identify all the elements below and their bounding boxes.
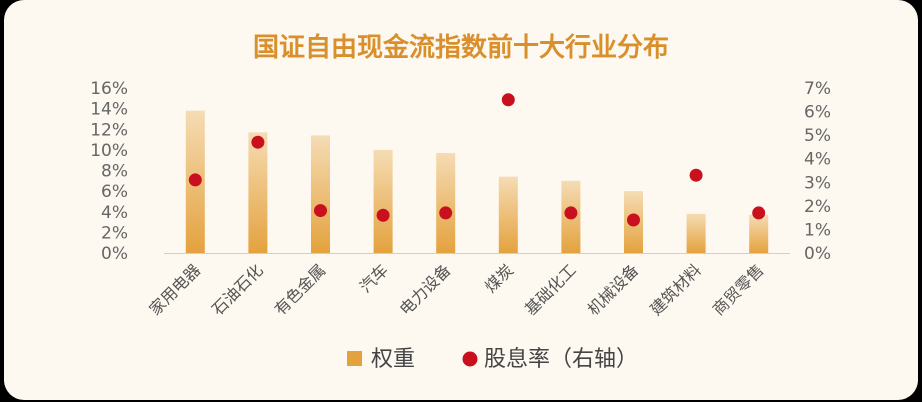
bar bbox=[686, 213, 706, 253]
dot bbox=[564, 206, 578, 220]
dot bbox=[752, 206, 766, 220]
legend-dot-swatch bbox=[462, 351, 478, 367]
dot-series bbox=[188, 93, 766, 227]
dot bbox=[376, 208, 390, 222]
left-tick-label: 0% bbox=[101, 244, 128, 264]
category-label: 建筑材料 bbox=[646, 260, 705, 319]
right-tick-label: 2% bbox=[804, 197, 831, 217]
dot bbox=[689, 168, 703, 182]
dot bbox=[314, 204, 327, 218]
chart: 国证自由现金流指数前十大行业分布 0%2%4%6%8%10%12%14%16% … bbox=[90, 32, 831, 372]
bar-series bbox=[185, 110, 769, 253]
left-tick-label: 16% bbox=[90, 79, 128, 99]
right-tick-label: 4% bbox=[804, 150, 831, 170]
left-tick-label: 4% bbox=[101, 203, 128, 223]
category-label: 机械设备 bbox=[584, 260, 643, 319]
category-label: 汽车 bbox=[356, 260, 392, 296]
left-tick-label: 2% bbox=[101, 223, 128, 243]
right-tick-label: 6% bbox=[804, 103, 831, 123]
left-tick-label: 6% bbox=[101, 182, 128, 202]
right-tick-label: 5% bbox=[804, 126, 831, 146]
bar bbox=[311, 135, 330, 253]
legend-bar-swatch bbox=[347, 351, 362, 366]
category-label: 电力设备 bbox=[396, 260, 455, 319]
dot bbox=[251, 135, 265, 149]
chart-title: 国证自由现金流指数前十大行业分布 bbox=[253, 32, 669, 63]
right-tick-label: 3% bbox=[804, 173, 831, 193]
category-labels: 家用电器 石油石化 有色金属 汽车 电力设备 煤炭 基础化工 机械设备 建筑材料 商贸零售 bbox=[145, 260, 767, 319]
left-axis: 0%2%4%6%8%10%12%14%16% bbox=[90, 79, 128, 264]
dot bbox=[439, 206, 453, 220]
bar bbox=[373, 149, 393, 253]
dot bbox=[627, 213, 640, 227]
category-label: 煤炭 bbox=[481, 260, 517, 296]
right-tick-label: 0% bbox=[804, 244, 831, 264]
bar bbox=[436, 152, 456, 253]
dot bbox=[188, 173, 202, 187]
bar bbox=[749, 214, 769, 253]
category-label: 家用电器 bbox=[145, 260, 204, 319]
left-tick-label: 8% bbox=[101, 162, 128, 182]
bar bbox=[248, 132, 268, 253]
left-tick-label: 10% bbox=[90, 141, 128, 161]
category-label: 有色金属 bbox=[271, 260, 330, 319]
right-axis: 0% 1% 2% 3% 4% 5% 6% 7% bbox=[804, 79, 831, 264]
right-tick-label: 7% bbox=[804, 79, 831, 99]
legend-dot-label: 股息率（右轴） bbox=[484, 347, 638, 372]
legend-bar-label: 权重 bbox=[371, 347, 415, 372]
dot bbox=[501, 93, 515, 107]
category-label: 商贸零售 bbox=[709, 260, 768, 319]
left-tick-label: 12% bbox=[90, 120, 128, 140]
chart-card: 国证自由现金流指数前十大行业分布 0% 2% 4% 6% 8% 10% 12% 14% 16% … bbox=[4, 0, 918, 400]
category-label: 基础化工 bbox=[521, 260, 580, 319]
legend: 权重 股息率（右轴） bbox=[347, 347, 638, 372]
left-tick-label: 14% bbox=[90, 100, 128, 120]
right-tick-label: 1% bbox=[804, 220, 831, 240]
category-label: 石油石化 bbox=[208, 260, 267, 319]
bar bbox=[498, 176, 518, 253]
